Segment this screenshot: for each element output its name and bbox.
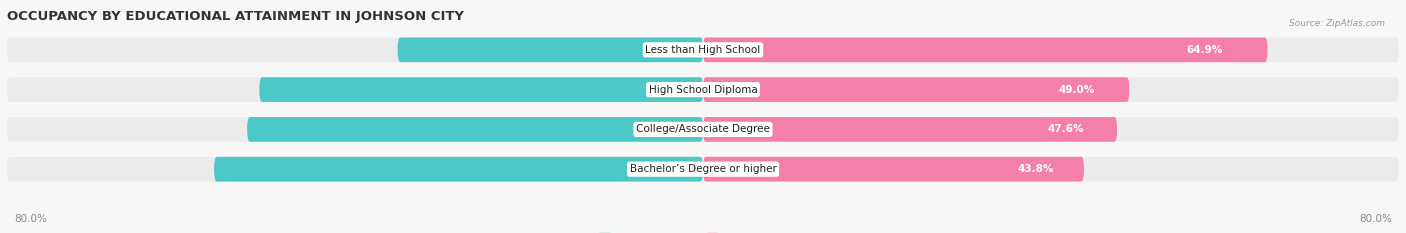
FancyBboxPatch shape [7,117,1399,142]
FancyBboxPatch shape [398,38,703,62]
Text: Less than High School: Less than High School [645,45,761,55]
Text: 43.8%: 43.8% [1017,164,1053,174]
FancyBboxPatch shape [703,77,1129,102]
Text: 49.0%: 49.0% [1059,85,1095,95]
FancyBboxPatch shape [7,77,1399,102]
Legend: Owner-occupied, Renter-occupied: Owner-occupied, Renter-occupied [595,229,811,233]
FancyBboxPatch shape [259,77,703,102]
Text: 80.0%: 80.0% [14,214,46,224]
Text: 52.4%: 52.4% [666,124,703,134]
FancyBboxPatch shape [247,117,703,142]
FancyBboxPatch shape [703,157,1084,182]
Text: High School Diploma: High School Diploma [648,85,758,95]
FancyBboxPatch shape [7,38,1399,62]
Text: 47.6%: 47.6% [1047,124,1084,134]
Text: College/Associate Degree: College/Associate Degree [636,124,770,134]
Text: 35.1%: 35.1% [679,45,714,55]
Text: Bachelor’s Degree or higher: Bachelor’s Degree or higher [630,164,776,174]
Text: OCCUPANCY BY EDUCATIONAL ATTAINMENT IN JOHNSON CITY: OCCUPANCY BY EDUCATIONAL ATTAINMENT IN J… [7,10,464,23]
FancyBboxPatch shape [703,117,1118,142]
Text: 56.2%: 56.2% [664,164,700,174]
Text: Source: ZipAtlas.com: Source: ZipAtlas.com [1289,19,1385,28]
Text: 51.0%: 51.0% [668,85,704,95]
FancyBboxPatch shape [703,38,1268,62]
FancyBboxPatch shape [214,157,703,182]
Text: 80.0%: 80.0% [1360,214,1392,224]
Text: 64.9%: 64.9% [1187,45,1222,55]
FancyBboxPatch shape [7,157,1399,182]
